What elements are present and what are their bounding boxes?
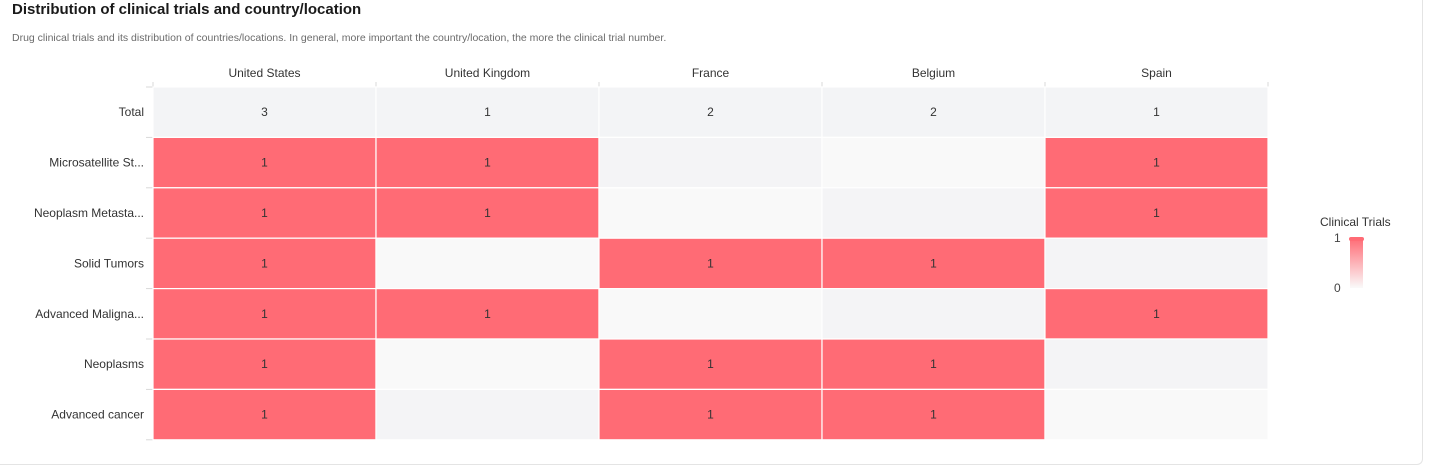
legend-max-label: 1 — [1334, 231, 1341, 245]
cell-value-label: 2 — [707, 105, 714, 119]
heatmap-cell — [822, 137, 1045, 187]
heatmap-cell — [599, 188, 822, 238]
cell-value-label: 3 — [261, 105, 268, 119]
heatmap-cell — [822, 289, 1045, 339]
column-label: France — [692, 66, 730, 80]
heatmap-cell — [376, 238, 599, 288]
legend-title: Clinical Trials — [1320, 215, 1391, 229]
heatmap-cell — [599, 289, 822, 339]
cell-value-label: 1 — [261, 256, 268, 270]
cell-value-label: 1 — [707, 256, 714, 270]
cell-value-label: 1 — [484, 105, 491, 119]
cell-value-label: 1 — [930, 408, 937, 422]
row-label: Neoplasms — [84, 357, 144, 371]
cell-value-label: 1 — [261, 357, 268, 371]
row-label: Advanced cancer — [51, 408, 144, 422]
cell-value-label: 1 — [930, 357, 937, 371]
cell-value-label: 1 — [261, 307, 268, 321]
cell-value-label: 1 — [1153, 156, 1160, 170]
cell-value-label: 1 — [707, 408, 714, 422]
cell-value-label: 1 — [1153, 105, 1160, 119]
cell-value-label: 1 — [930, 256, 937, 270]
heatmap-cell — [376, 339, 599, 389]
column-label: United Kingdom — [445, 66, 530, 80]
row-label: Neoplasm Metasta... — [34, 206, 144, 220]
column-label: Spain — [1141, 66, 1172, 80]
cell-value-label: 1 — [484, 307, 491, 321]
cell-value-label: 1 — [261, 408, 268, 422]
cell-value-label: 1 — [261, 206, 268, 220]
cell-value-label: 1 — [484, 206, 491, 220]
heatmap-cell — [1045, 389, 1268, 439]
row-label: Total — [119, 105, 144, 119]
legend-min-label: 0 — [1334, 281, 1341, 295]
heatmap-cell — [376, 389, 599, 439]
cell-value-label: 1 — [484, 156, 491, 170]
heatmap-chart: United States United Kingdom France Belgium… — [0, 0, 1300, 460]
cell-value-label: 1 — [707, 357, 714, 371]
row-label: Solid Tumors — [74, 256, 144, 270]
row-label: Advanced Maligna... — [35, 307, 144, 321]
heatmap-cell — [1045, 238, 1268, 288]
heatmap-cell — [822, 188, 1045, 238]
cell-value-label: 1 — [1153, 206, 1160, 220]
column-label: Belgium — [912, 66, 955, 80]
heatmap-cell — [1045, 339, 1268, 389]
heatmap-cell — [599, 137, 822, 187]
legend-color-scale — [1350, 238, 1363, 288]
cell-value-label: 2 — [930, 105, 937, 119]
cell-value-label: 1 — [261, 156, 268, 170]
column-label: United States — [228, 66, 300, 80]
cell-value-label: 1 — [1153, 307, 1160, 321]
legend-range-handle[interactable] — [1349, 237, 1364, 241]
row-label: Microsatellite St... — [49, 156, 144, 170]
